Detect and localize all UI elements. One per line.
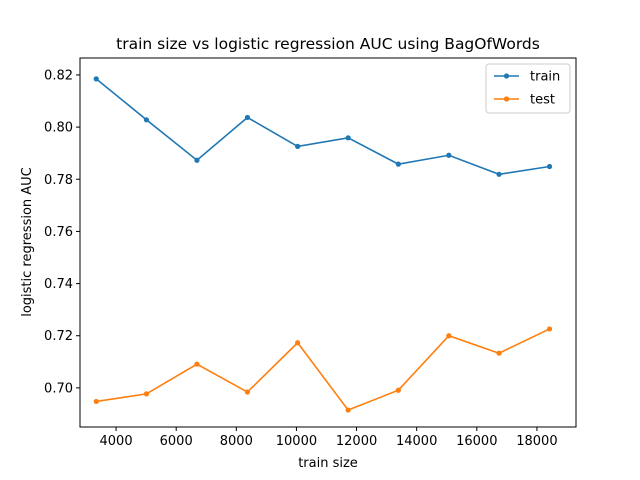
x-axis-label: train size (298, 456, 358, 471)
data-point-train (446, 152, 452, 158)
x-tick-label: 4000 (100, 434, 133, 449)
axis-ticks: 4000 6000 8000 10000 12000 14000 16000 18000 0.7… (44, 68, 558, 449)
data-point-test (345, 407, 351, 413)
data-point-test (93, 398, 99, 405)
data-point-test (244, 389, 251, 395)
x-tick-label: 14000 (396, 434, 437, 449)
data-point-test (546, 326, 553, 332)
legend-label-test: test (530, 93, 555, 108)
data-point-train (395, 161, 401, 167)
plot-area (93, 76, 553, 413)
x-tick-label: 12000 (336, 434, 377, 449)
data-point-test (143, 391, 150, 397)
data-point-train (194, 157, 200, 163)
x-tick-label: 8000 (220, 434, 253, 449)
legend-marker-test (503, 96, 510, 102)
data-point-train (496, 171, 502, 177)
x-tick-label: 6000 (160, 434, 193, 449)
data-point-train (143, 117, 150, 123)
data-point-train (295, 143, 301, 150)
chart-title: train size vs logistic regression AUC us… (116, 35, 540, 53)
y-tick-label: 0.80 (44, 121, 73, 136)
data-point-test (496, 350, 502, 356)
legend: train test (485, 63, 571, 114)
series-line-test (96, 328, 550, 412)
data-point-train (244, 114, 251, 121)
y-tick-label: 0.72 (44, 329, 73, 344)
data-point-test (395, 387, 401, 393)
x-tick-label: 10000 (276, 434, 317, 449)
x-tick-label: 18000 (516, 434, 557, 449)
data-point-train (93, 76, 99, 82)
y-tick-label: 0.70 (44, 381, 73, 396)
x-tick-label: 16000 (456, 434, 497, 449)
legend-marker-train (503, 73, 510, 79)
data-point-test (295, 340, 301, 346)
data-point-train (345, 135, 351, 141)
y-tick-label: 0.74 (44, 277, 73, 292)
data-point-train (546, 163, 553, 170)
y-tick-label: 0.78 (44, 173, 73, 188)
y-tick-label: 0.76 (44, 225, 73, 240)
series-line-train (95, 78, 550, 176)
plot-frame (79, 57, 577, 428)
y-tick-label: 0.82 (44, 68, 73, 83)
y-axis-label: logistic regression AUC (20, 167, 35, 317)
legend-label-train: train (530, 70, 560, 85)
data-point-test (446, 333, 452, 339)
data-point-test (194, 361, 200, 367)
